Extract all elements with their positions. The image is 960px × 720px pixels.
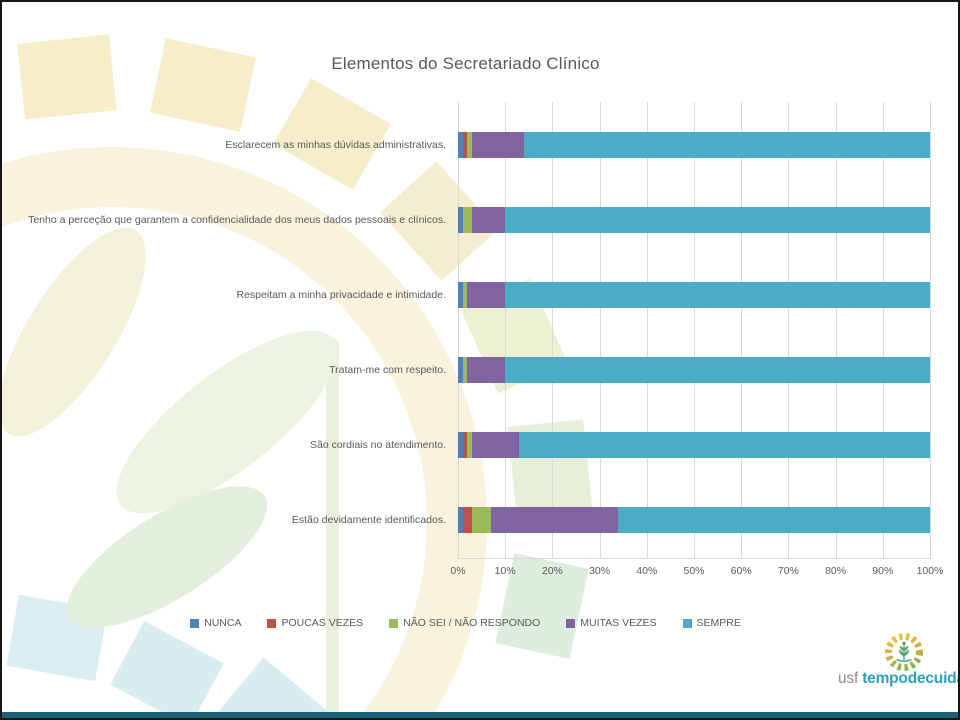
bar-row: [458, 507, 930, 533]
legend-item-poucas-vezes: POUCAS VEZES: [267, 617, 363, 629]
bar-segment-muitas-vezes: [491, 507, 619, 533]
legend-label: SEMPRE: [696, 617, 741, 629]
bar-segment-poucas-vezes: [462, 132, 468, 158]
bar-segment-nunca: [458, 432, 463, 458]
bar-segment-n-o-sei-n-o-respondo: [462, 207, 473, 233]
bar-segment-sempre: [505, 357, 930, 383]
gear-plant-logo-icon: [885, 633, 923, 671]
legend-label: POUCAS VEZES: [281, 617, 364, 629]
gridline: [835, 102, 837, 559]
x-tick-label: 20%: [541, 565, 563, 577]
bar-segment-nunca: [458, 282, 463, 308]
bar-row: [458, 132, 930, 158]
bar-row: [458, 282, 930, 308]
bar-segment-sempre: [519, 432, 930, 458]
bar-row: [458, 357, 930, 383]
x-axis-line: [458, 558, 930, 559]
x-tick-label: 70%: [777, 565, 799, 577]
bar-segment-nunca: [458, 507, 463, 533]
gridline: [788, 102, 790, 559]
bar-segment-nunca: [458, 132, 463, 158]
bar-segment-muitas-vezes: [472, 132, 525, 158]
legend-swatch-icon: [566, 618, 576, 628]
legend-swatch-icon: [389, 618, 399, 628]
bar-row: [458, 432, 930, 458]
x-tick-label: 60%: [730, 565, 752, 577]
bar-segment-nunca: [458, 357, 463, 383]
bar-segment-sempre: [618, 507, 930, 533]
bar-segment-nunca: [458, 207, 463, 233]
legend-item-nunca: NUNCA: [190, 617, 241, 629]
bar-segment-muitas-vezes: [467, 357, 506, 383]
bar-segment-n-o-sei-n-o-respondo: [467, 132, 473, 158]
category-labels: Esclarecem as minhas dúvidas administrat…: [2, 102, 452, 559]
bar-segment-n-o-sei-n-o-respondo: [472, 507, 492, 533]
gridline: [882, 102, 884, 559]
bottom-accent-strip: [2, 712, 958, 718]
bars-layer: [458, 102, 930, 559]
x-tick-label: 40%: [636, 565, 658, 577]
bar-segment-sempre: [524, 132, 930, 158]
brand-prefix: usf: [838, 670, 859, 687]
x-tick-label: 80%: [825, 565, 847, 577]
bar-segment-poucas-vezes: [462, 507, 473, 533]
bar-segment-n-o-sei-n-o-respondo: [462, 357, 468, 383]
x-tick-label: 100%: [916, 565, 944, 577]
legend: NUNCA POUCAS VEZES NÃO SEI / NÃO RESPONDO M…: [2, 613, 929, 633]
legend-label: MUITAS VEZES: [580, 617, 657, 629]
plot-area: [458, 102, 931, 559]
category-label: Respeitam a minha privacidade e intimida…: [236, 289, 446, 301]
bar-segment-muitas-vezes: [472, 432, 520, 458]
category-label: Tenho a perceção que garantem a confiden…: [28, 214, 446, 226]
gridline: [458, 102, 459, 559]
legend-swatch-icon: [682, 618, 692, 628]
x-tick-label: 10%: [494, 565, 516, 577]
brand-text: usf tempodecuidar: [838, 670, 960, 688]
x-tick-label: 0%: [450, 565, 466, 577]
gridline: [930, 102, 931, 559]
bar-segment-sempre: [505, 282, 930, 308]
gridline: [599, 102, 601, 559]
gridline: [646, 102, 648, 559]
legend-item-sempre: SEMPRE: [682, 617, 741, 629]
bar-row: [458, 207, 930, 233]
legend-label: NUNCA: [204, 617, 242, 629]
bar-segment-sempre: [505, 207, 930, 233]
bar-segment-muitas-vezes: [472, 207, 506, 233]
category-label: Tratam-me com respeito.: [329, 364, 446, 376]
legend-item-muitas-vezes: MUITAS VEZES: [566, 617, 657, 629]
gridline: [741, 102, 743, 559]
category-label: Esclarecem as minhas dúvidas administrat…: [225, 139, 446, 151]
x-tick-label: 30%: [589, 565, 611, 577]
x-axis-ticks: 0% 10% 20% 30% 40% 50% 60% 70% 80% 90% 100%: [450, 565, 943, 579]
gridline: [552, 102, 554, 559]
bar-segment-n-o-sei-n-o-respondo: [467, 432, 473, 458]
brand-name: tempodecuidar: [862, 670, 960, 687]
bar-segment-n-o-sei-n-o-respondo: [462, 282, 468, 308]
x-tick-label: 50%: [683, 565, 705, 577]
legend-label: NÃO SEI / NÃO RESPONDO: [403, 617, 541, 629]
legend-item-n-o-sei-n-o-respondo: NÃO SEI / NÃO RESPONDO: [389, 617, 540, 629]
bar-segment-muitas-vezes: [467, 282, 506, 308]
bar-segment-poucas-vezes: [462, 432, 468, 458]
brand-logo: usf tempodecuidar: [838, 630, 960, 694]
legend-swatch-icon: [190, 618, 200, 628]
category-label: Estão devidamente identificados.: [291, 514, 446, 526]
gridline: [694, 102, 695, 559]
x-tick-label: 90%: [872, 565, 894, 577]
chart-title: Elementos do Secretariado Clínico: [331, 54, 600, 73]
legend-swatch-icon: [267, 618, 277, 628]
gridline: [505, 102, 507, 559]
category-label: São cordiais no atendimento.: [309, 439, 446, 451]
